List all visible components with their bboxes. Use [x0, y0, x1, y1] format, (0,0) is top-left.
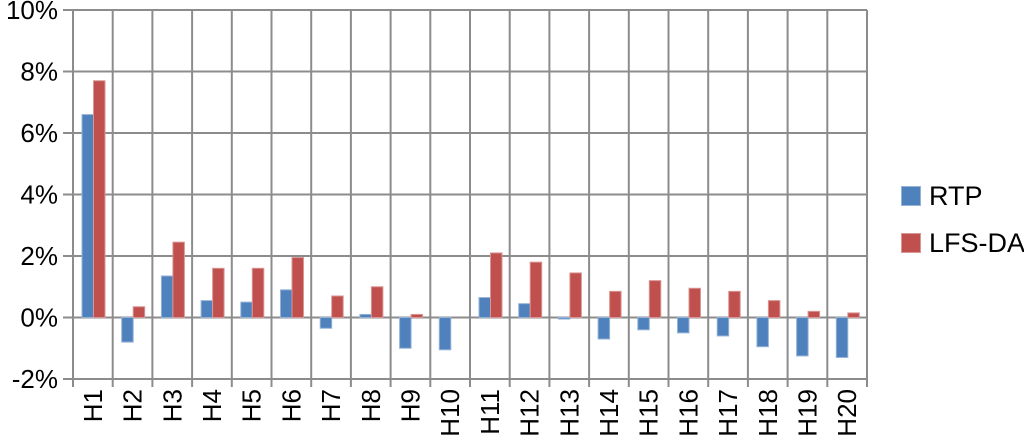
legend: RTP LFS-DA: [901, 181, 1024, 258]
bar-lfs-da-h12: [529, 261, 543, 318]
legend-item-rtp: RTP: [901, 181, 1024, 211]
x-axis-category-label: H16: [673, 389, 703, 437]
y-axis-tick-label: 2%: [20, 241, 58, 271]
x-axis-category-label: H19: [792, 389, 822, 437]
y-axis-tick-label: 10%: [6, 0, 58, 25]
x-axis-category-label: H17: [713, 389, 743, 437]
y-axis-tick-label: 0%: [20, 303, 58, 333]
bar-lfs-da-h16: [688, 287, 701, 319]
x-axis-category-label: H8: [356, 389, 386, 422]
bar-rtp-h14: [597, 317, 611, 340]
x-axis-category-label: H3: [157, 389, 187, 422]
lfs-da-legend-label: LFS-DA: [929, 228, 1024, 258]
bar-rtp-h1: [81, 114, 94, 318]
bar-lfs-da-h3: [172, 241, 185, 319]
x-axis-category-label: H18: [753, 389, 783, 437]
y-axis-tick-label: 8%: [20, 57, 58, 87]
bar-rtp-h4: [200, 300, 214, 318]
lfs-da-swatch-icon: [901, 233, 921, 253]
bar-lfs-da-h13: [569, 272, 582, 319]
bar-lfs-da-h19: [807, 310, 821, 319]
bar-lfs-da-h9: [410, 313, 424, 318]
bar-rtp-h2: [121, 317, 134, 343]
rtp-legend-label: RTP: [929, 181, 983, 211]
x-axis-category-label: H20: [832, 389, 862, 437]
bar-lfs-da-h14: [609, 290, 622, 318]
bar-lfs-da-h6: [291, 257, 304, 319]
bar-rtp-h10: [438, 317, 452, 351]
bar-lfs-da-h17: [728, 290, 741, 318]
bar-lfs-da-h5: [251, 267, 265, 318]
bar-rtp-h19: [796, 317, 809, 357]
y-axis-tick-label: 4%: [20, 180, 58, 210]
x-axis-category-label: H2: [118, 389, 148, 422]
bar-rtp-h8: [359, 313, 372, 318]
x-axis-category-label: H7: [316, 389, 346, 422]
bar-lfs-da-h20: [847, 312, 860, 319]
x-axis-category-label: H5: [237, 389, 267, 422]
bar-rtp-h12: [518, 303, 531, 319]
x-axis-category-label: H11: [475, 389, 505, 435]
legend-item-lfs-da: LFS-DA: [901, 228, 1024, 258]
bar-rtp-h20: [835, 317, 849, 358]
bar-rtp-h5: [240, 301, 253, 318]
bar-lfs-da-h1: [93, 80, 106, 318]
bar-rtp-h17: [716, 317, 730, 337]
bar-lfs-da-h7: [331, 295, 344, 319]
bar-rtp-h13: [557, 317, 571, 320]
x-axis-category-label: H1: [78, 389, 108, 422]
x-axis-category-label: H6: [276, 389, 306, 422]
bar-rtp-h9: [399, 317, 412, 349]
x-axis-category-label: H10: [435, 389, 465, 437]
bar-rtp-h16: [677, 317, 690, 334]
bar-rtp-h15: [637, 317, 650, 331]
bar-lfs-da-h11: [490, 252, 503, 318]
x-axis-category-label: H13: [554, 389, 584, 437]
bar-lfs-da-h18: [767, 300, 781, 318]
x-axis-category-label: H12: [515, 389, 545, 437]
x-axis-category-label: H14: [594, 389, 624, 437]
bar-lfs-da-h15: [648, 280, 662, 319]
bar-rtp-h18: [756, 317, 769, 348]
bar-lfs-da-h4: [212, 267, 225, 318]
y-axis-tick-label: 6%: [20, 118, 58, 148]
bar-rtp-h11: [478, 297, 491, 319]
bar-lfs-da-h8: [370, 286, 384, 318]
bar-rtp-h7: [319, 317, 333, 329]
x-axis-category-label: H9: [395, 389, 425, 422]
bar-lfs-da-h2: [132, 306, 146, 318]
bar-rtp-h3: [160, 275, 174, 318]
bar-rtp-h6: [280, 289, 293, 319]
x-axis-category-label: H15: [634, 389, 664, 437]
x-axis-category-label: H4: [197, 389, 227, 422]
rtp-swatch-icon: [901, 186, 921, 206]
y-axis-tick-label: -2%: [12, 364, 58, 394]
